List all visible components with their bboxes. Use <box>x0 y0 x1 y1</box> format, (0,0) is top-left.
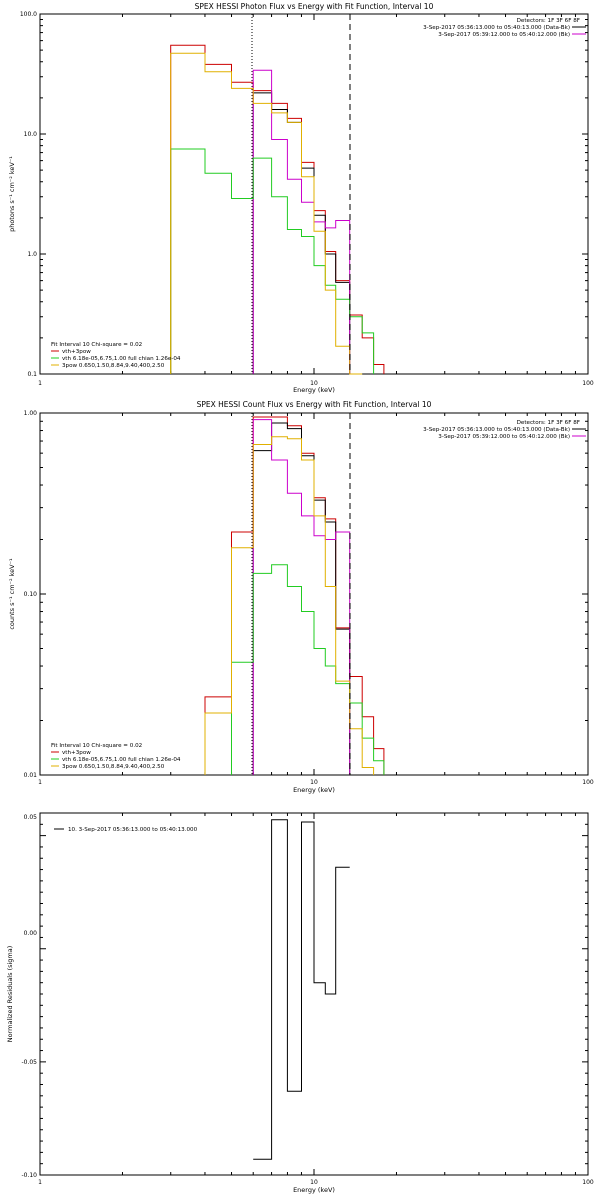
residuals-y-tick-neg0.05: -0.05 <box>21 1059 37 1066</box>
photon-legend-fit-interval: Fit Interval 10 Chi-square = 0.02 <box>51 342 142 348</box>
count-y-tick-0.01: 0.01 <box>24 772 38 779</box>
photon-flux-ticks <box>39 13 589 375</box>
photon-legend-pow: 3pow 0.650,1.50,8.84,9.40,400,2.50 <box>62 363 165 369</box>
residuals-y-tick-0.05: 0.05 <box>24 814 38 821</box>
photon-detectors-label: Detectors: 1F 3F 6F 8F <box>517 18 580 24</box>
photon-x-axis-label: Energy (keV) <box>293 386 335 394</box>
count-x-tick-1: 1 <box>38 779 42 786</box>
photon-series-total-fit <box>170 44 385 374</box>
count-flux-series <box>204 416 385 775</box>
photon-y-axis-label: photons s⁻¹ cm⁻² keV⁻¹ <box>8 156 16 232</box>
count-flux-panel: SPEX HESSI Count Flux vs Energy with Fit… <box>8 400 594 794</box>
count-x-tick-100: 100 <box>582 779 594 786</box>
residuals-x-tick-100: 100 <box>582 1179 594 1186</box>
count-x-axis-label: Energy (keV) <box>293 786 335 794</box>
residuals-y-tick-neg0.10: -0.10 <box>21 1172 37 1179</box>
count-legend-fit-interval: Fit Interval 10 Chi-square = 0.02 <box>51 743 142 749</box>
count-bk-interval: 3-Sep-2017 05:39:12.000 to 05:40:12.000 … <box>438 434 570 440</box>
photon-flux-title: SPEX HESSI Photon Flux vs Energy with Fi… <box>195 2 434 11</box>
residuals-y-axis-label: Normalized Residuals (sigma) <box>6 946 14 1043</box>
count-series-power-law <box>204 436 375 775</box>
count-x-tick-10: 10 <box>310 779 318 786</box>
count-flux-ticks <box>39 412 589 776</box>
residuals-ticks <box>39 812 589 1176</box>
residuals-series-data <box>253 819 350 1160</box>
count-flux-title: SPEX HESSI Count Flux vs Energy with Fit… <box>197 400 432 409</box>
count-y-axis-label: counts s⁻¹ cm⁻² keV⁻¹ <box>8 558 16 630</box>
photon-x-tick-100: 100 <box>582 380 594 387</box>
count-legend-thermal: vth 6.18e-05,6.75,1.00 full chian 1.26e-… <box>62 757 181 763</box>
residuals-legend-label: 10. 3-Sep-2017 05:36:13.000 to 05:40:13.… <box>68 827 198 833</box>
count-series-thermal <box>231 564 385 775</box>
count-legend-pow: 3pow 0.650,1.50,8.84,9.40,400,2.50 <box>62 764 165 770</box>
count-y-tick-1.00: 1.00 <box>24 410 38 417</box>
photon-y-tick-0.1: 0.1 <box>27 371 37 378</box>
residuals-series <box>253 819 350 1160</box>
count-detectors-label: Detectors: 1F 3F 6F 8F <box>517 420 580 426</box>
photon-series-power-law <box>170 52 363 375</box>
photon-legend-thermal: vth 6.18e-05,6.75,1.00 full chian 1.26e-… <box>62 356 181 362</box>
photon-x-tick-1: 1 <box>38 380 42 387</box>
count-legend-total: vth+3pow <box>62 750 91 756</box>
photon-y-tick-1.0: 1.0 <box>27 251 37 258</box>
photon-data-interval: 3-Sep-2017 05:36:13.000 to 05:40:13.000 … <box>423 25 570 31</box>
count-data-interval: 3-Sep-2017 05:36:13.000 to 05:40:13.000 … <box>423 427 570 433</box>
residuals-x-axis-label: Energy (keV) <box>293 1186 335 1194</box>
photon-legend-total: vth+3pow <box>62 349 91 355</box>
photon-series-thermal <box>170 148 375 374</box>
residuals-y-tick-0.00: 0.00 <box>24 930 38 937</box>
photon-x-tick-10: 10 <box>310 380 318 387</box>
photon-y-tick-100.0: 100.0 <box>20 11 37 18</box>
residuals-panel: 1 10 100 -0.10 -0.05 0.00 0.05 Energy (k… <box>6 812 594 1194</box>
residuals-x-tick-10: 10 <box>310 1179 318 1186</box>
residuals-x-tick-1: 1 <box>38 1179 42 1186</box>
photon-flux-series <box>170 44 385 375</box>
photon-flux-panel: SPEX HESSI Photon Flux vs Energy with Fi… <box>8 2 594 394</box>
photon-y-tick-10.0: 10.0 <box>24 131 38 138</box>
photon-bk-interval: 3-Sep-2017 05:39:12.000 to 05:40:12.000 … <box>438 32 570 38</box>
count-y-tick-0.10: 0.10 <box>24 591 38 598</box>
